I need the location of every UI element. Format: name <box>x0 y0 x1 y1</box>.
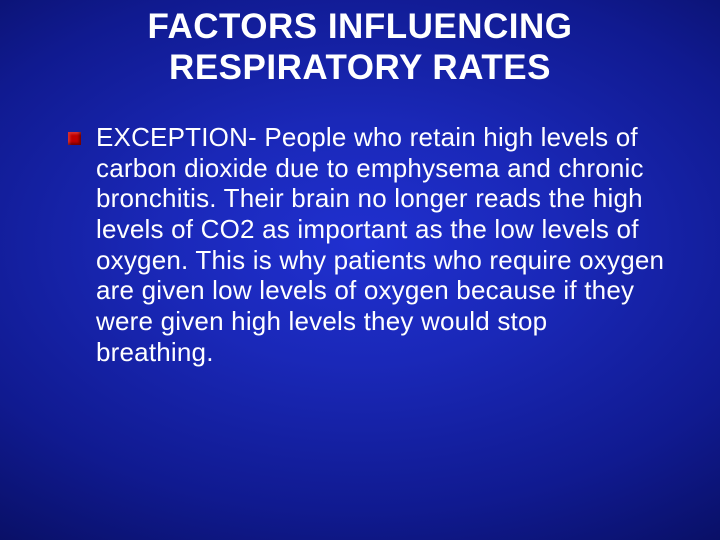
bullet-text: EXCEPTION- People who retain high levels… <box>96 122 664 367</box>
slide-title: FACTORS INFLUENCING RESPIRATORY RATES <box>60 6 660 89</box>
slide: FACTORS INFLUENCING RESPIRATORY RATES EX… <box>0 0 720 540</box>
slide-body: EXCEPTION- People who retain high levels… <box>68 122 670 367</box>
bullet-item: EXCEPTION- People who retain high levels… <box>68 122 670 367</box>
bullet-square-icon <box>68 132 81 145</box>
